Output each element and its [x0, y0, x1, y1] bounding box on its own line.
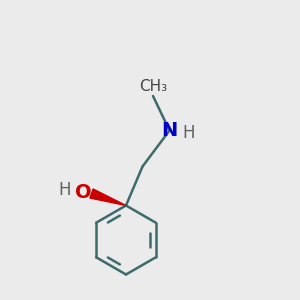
- Text: O: O: [75, 182, 92, 202]
- Text: N: N: [161, 121, 178, 140]
- Text: H: H: [183, 124, 195, 142]
- Text: H: H: [58, 181, 71, 199]
- Text: CH₃: CH₃: [139, 79, 167, 94]
- Polygon shape: [90, 189, 126, 206]
